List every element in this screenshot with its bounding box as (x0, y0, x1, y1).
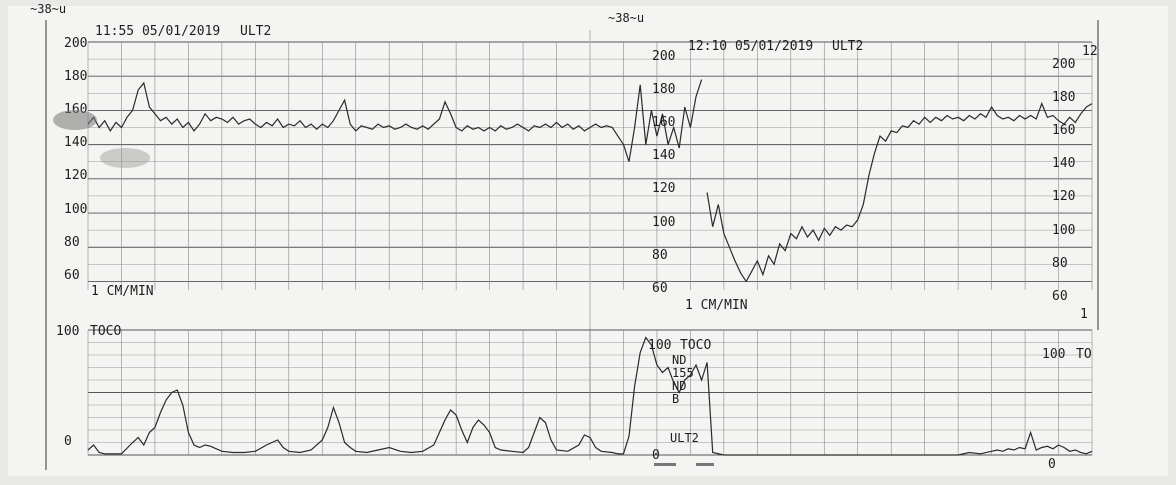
fhr-tick: 160 (652, 115, 675, 130)
segment-1-fhr-ticks: 200 180 160 140 120 100 80 60 (64, 36, 87, 283)
fhr-tick: 140 (1052, 156, 1075, 171)
segment-3-timestamp: 12 (1082, 44, 1098, 59)
fhr-tick: 80 (652, 248, 668, 263)
fhr-tick: 180 (1052, 90, 1075, 105)
segment-1-channel: ULT2 (240, 24, 271, 39)
strip-mark-center: ~38~u (608, 11, 644, 25)
toco-tick: 100 (1042, 347, 1065, 362)
strip-mark-left: ~38~u (30, 2, 66, 16)
segment-2-annotations: ND 155 ND B ULT2 (670, 353, 699, 445)
marker-dash (696, 463, 714, 466)
fhr-tick: 140 (652, 148, 675, 163)
segment-2-timestamp: 12:10 05/01/2019 (688, 39, 813, 54)
segment-2-speed: 1 CM/MIN (685, 298, 748, 313)
fhr-tick: 60 (64, 268, 80, 283)
segment-3-fhr-ticks: 200 180 160 140 120 100 80 60 (1052, 57, 1075, 304)
marker-dash (654, 463, 676, 466)
annotation: ND (672, 353, 686, 367)
fhr-tick: 200 (1052, 57, 1075, 72)
toco-grid (87, 329, 1093, 456)
segment-3-speed: 1 (1080, 307, 1088, 322)
fhr-tick: 100 (652, 215, 675, 230)
fhr-tick: 100 (1052, 223, 1075, 238)
annotation: B (672, 392, 679, 406)
fhr-tick: 120 (64, 168, 87, 183)
segment-1-toco-label: TOCO (90, 324, 121, 339)
toco-trace (87, 336, 1093, 456)
fhr-tick: 120 (652, 181, 675, 196)
annotation: ND (672, 379, 686, 393)
segment-2-channel: ULT2 (832, 39, 863, 54)
fhr-grid (87, 30, 1093, 460)
fhr-tick: 60 (1052, 289, 1068, 304)
toco-tick: 0 (64, 434, 72, 449)
annotation: 155 (672, 366, 694, 380)
fhr-trace (87, 79, 1093, 283)
segment-1-speed: 1 CM/MIN (91, 284, 154, 299)
fhr-tick: 200 (64, 36, 87, 51)
segment-2-toco-label: TOCO (680, 338, 711, 353)
segment-3-toco-label: TO (1076, 347, 1092, 362)
fhr-tick: 80 (1052, 256, 1068, 271)
fhr-tick: 120 (1052, 189, 1075, 204)
fhr-tick: 80 (64, 235, 80, 250)
paper-sheet (8, 6, 1168, 476)
fhr-tick: 160 (1052, 123, 1075, 138)
toco-tick: 100 (648, 338, 671, 353)
toco-tick: 100 (56, 324, 79, 339)
ink-smudge (100, 148, 150, 168)
fhr-tick: 100 (64, 202, 87, 217)
fhr-tick: 200 (652, 49, 675, 64)
fhr-tick: 180 (652, 82, 675, 97)
toco-tick: 0 (652, 448, 660, 463)
fhr-tick: 140 (64, 135, 87, 150)
segment-1-timestamp: 11:55 05/01/2019 (95, 24, 220, 39)
ink-smudge (53, 110, 97, 130)
fhr-tick: 60 (652, 281, 668, 296)
toco-tick: 0 (1048, 457, 1056, 472)
segment-2-fhr-ticks: 200 180 160 140 120 100 80 60 (652, 49, 675, 296)
annotation: ULT2 (670, 431, 699, 445)
fhr-tick: 180 (64, 69, 87, 84)
